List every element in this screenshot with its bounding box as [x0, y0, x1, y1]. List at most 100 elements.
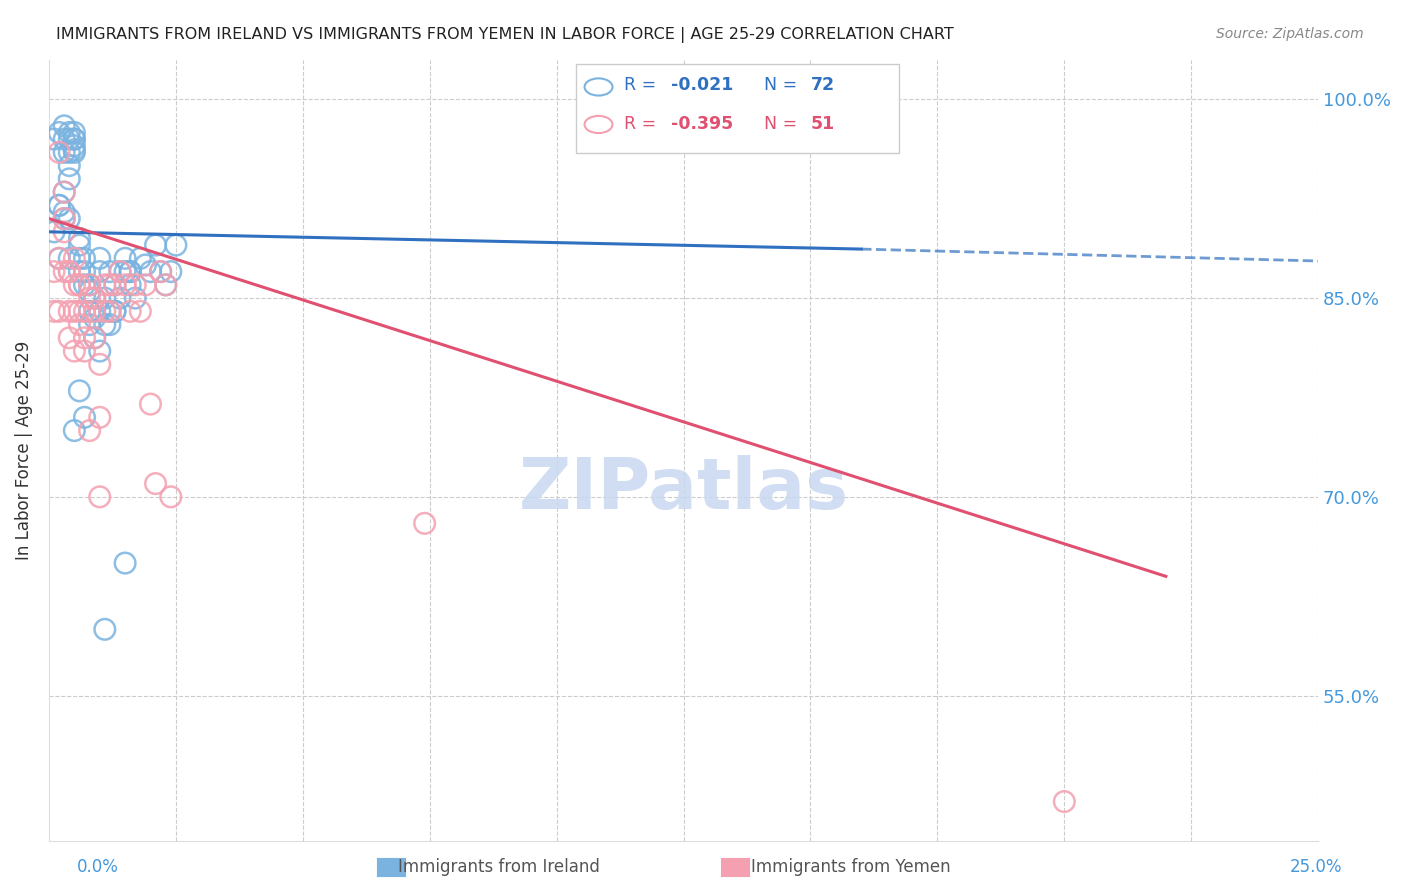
Text: -0.395: -0.395: [671, 115, 733, 134]
Point: [94, 291, 117, 305]
Point: [73, 252, 96, 266]
Point: [63, 145, 86, 160]
Point: [83, 291, 105, 305]
Point: [63, 132, 86, 146]
Point: [89, 264, 111, 278]
Point: [58, 145, 80, 160]
Point: [89, 410, 111, 425]
Point: [89, 344, 111, 359]
Point: [63, 344, 86, 359]
Point: [79, 277, 101, 292]
Point: [120, 264, 142, 278]
Point: [42, 225, 65, 239]
Text: 25.0%: 25.0%: [1291, 858, 1343, 876]
Point: [67, 231, 90, 245]
Text: Immigrants from Ireland: Immigrants from Ireland: [398, 858, 600, 876]
Point: [58, 211, 80, 226]
Point: [53, 185, 76, 199]
Point: [58, 252, 80, 266]
Point: [63, 277, 86, 292]
Point: [124, 291, 146, 305]
Point: [89, 490, 111, 504]
Point: [139, 397, 162, 411]
Text: -0.021: -0.021: [671, 77, 734, 95]
Point: [83, 310, 105, 325]
Point: [413, 516, 436, 531]
Point: [67, 277, 90, 292]
Point: [73, 304, 96, 318]
Point: [129, 304, 152, 318]
Point: [134, 277, 156, 292]
Point: [134, 258, 156, 272]
Point: [114, 252, 136, 266]
Text: 72: 72: [810, 77, 835, 95]
Point: [48, 198, 70, 212]
Point: [53, 205, 76, 219]
Point: [48, 252, 70, 266]
Point: [124, 277, 146, 292]
Point: [98, 318, 121, 332]
Point: [58, 304, 80, 318]
Point: [48, 145, 70, 160]
Point: [104, 277, 127, 292]
Point: [73, 277, 96, 292]
Point: [53, 225, 76, 239]
Point: [63, 132, 86, 146]
Point: [53, 132, 76, 146]
Point: [94, 277, 117, 292]
Text: IMMIGRANTS FROM IRELAND VS IMMIGRANTS FROM YEMEN IN LABOR FORCE | AGE 25-29 CORR: IMMIGRANTS FROM IRELAND VS IMMIGRANTS FR…: [56, 27, 955, 43]
Point: [67, 318, 90, 332]
Point: [67, 252, 90, 266]
Point: [58, 171, 80, 186]
Point: [67, 264, 90, 278]
Point: [89, 357, 111, 371]
Point: [48, 252, 70, 266]
Point: [83, 304, 105, 318]
Point: [89, 252, 111, 266]
Point: [98, 264, 121, 278]
Text: 0.0%: 0.0%: [77, 858, 120, 876]
Point: [139, 264, 162, 278]
Point: [48, 198, 70, 212]
Point: [63, 424, 86, 438]
Point: [104, 304, 127, 318]
Text: N =: N =: [763, 115, 803, 134]
Point: [94, 304, 117, 318]
Point: [94, 623, 117, 637]
Point: [79, 277, 101, 292]
Point: [104, 277, 127, 292]
Y-axis label: In Labor Force | Age 25-29: In Labor Force | Age 25-29: [15, 341, 32, 560]
Point: [63, 143, 86, 157]
Point: [48, 304, 70, 318]
Point: [53, 185, 76, 199]
Point: [53, 211, 76, 226]
Text: ZIPatlas: ZIPatlas: [519, 455, 849, 524]
Point: [79, 291, 101, 305]
Point: [83, 331, 105, 345]
Text: Immigrants from Yemen: Immigrants from Yemen: [751, 858, 950, 876]
Point: [120, 304, 142, 318]
Point: [120, 264, 142, 278]
Point: [63, 252, 86, 266]
Point: [58, 159, 80, 173]
Point: [53, 145, 76, 160]
Point: [58, 132, 80, 146]
Point: [98, 304, 121, 318]
Point: [98, 304, 121, 318]
Point: [155, 277, 177, 292]
Text: N =: N =: [763, 77, 803, 95]
Point: [114, 264, 136, 278]
Point: [108, 264, 131, 278]
Point: [129, 252, 152, 266]
Point: [63, 138, 86, 153]
Point: [73, 331, 96, 345]
Text: R =: R =: [624, 115, 662, 134]
Point: [67, 384, 90, 398]
Point: [53, 264, 76, 278]
Point: [67, 238, 90, 252]
Point: [159, 490, 181, 504]
Point: [58, 264, 80, 278]
Point: [83, 331, 105, 345]
Point: [73, 410, 96, 425]
Point: [63, 304, 86, 318]
